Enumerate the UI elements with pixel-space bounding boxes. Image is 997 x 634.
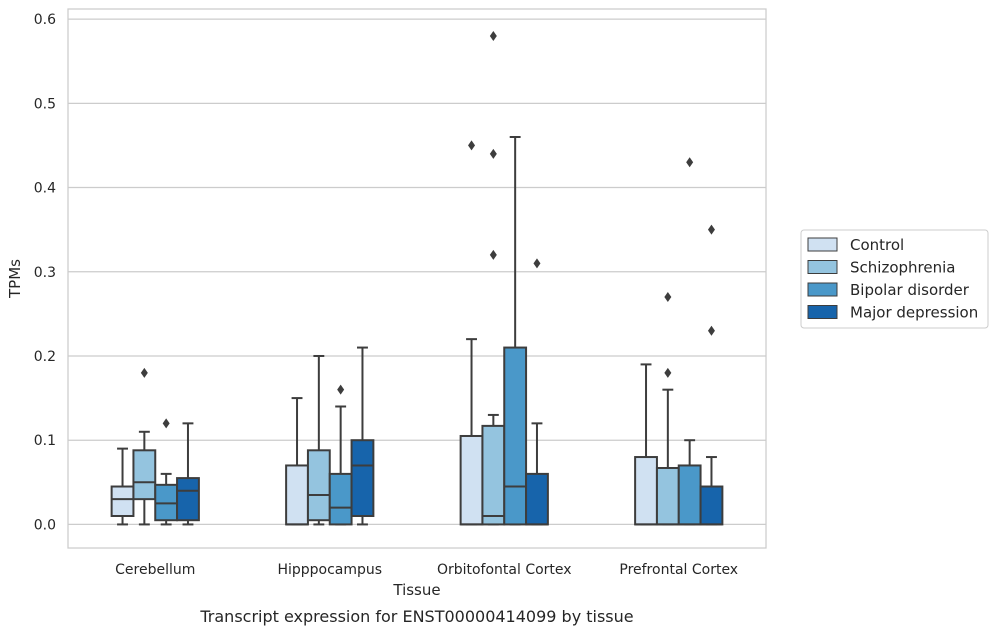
- box-major-depression: [350, 346, 375, 526]
- outlier-point: [140, 367, 148, 378]
- outlier-point: [489, 30, 497, 41]
- y-tick-label: 0.4: [34, 181, 56, 197]
- box-iqr: [132, 449, 157, 501]
- grid-lines: [68, 18, 766, 526]
- x-tick-label: Cerebellum: [115, 562, 195, 578]
- legend-swatch: [807, 237, 838, 252]
- box-iqr: [699, 485, 724, 526]
- y-tick-label: 0.5: [34, 96, 56, 112]
- box-schizophrenia: [655, 292, 680, 526]
- legend-swatch: [807, 260, 838, 274]
- box-iqr: [677, 464, 702, 526]
- y-tick-label: 0.0: [34, 517, 56, 533]
- box-schizophrenia: [481, 30, 506, 526]
- plot-frame: [67, 8, 767, 549]
- box-schizophrenia: [132, 367, 157, 526]
- legend-label: Major depression: [850, 304, 978, 322]
- outlier-point: [664, 292, 672, 303]
- legend-swatch: [807, 282, 838, 297]
- legend-label: Schizophrenia: [850, 259, 955, 277]
- outlier-point: [162, 418, 170, 429]
- box-plots: [110, 30, 724, 526]
- box-iqr: [503, 346, 528, 526]
- box-iqr: [634, 456, 658, 526]
- outlier-point: [337, 384, 345, 395]
- box-iqr: [655, 466, 680, 526]
- x-tick-label: Hipppocampus: [277, 562, 382, 578]
- box-schizophrenia: [306, 354, 331, 526]
- outlier-point: [707, 224, 715, 235]
- outlier-point: [489, 249, 497, 260]
- legend-label: Control: [850, 236, 904, 254]
- box-iqr: [481, 424, 506, 526]
- y-axis-ticks: 0.0 0.1 0.2 0.3 0.4 0.5 0.6: [34, 12, 56, 533]
- y-tick-label: 0.1: [34, 433, 56, 449]
- x-axis-ticks: Cerebellum Hipppocampus Orbitofontal Corte…: [115, 562, 738, 578]
- box-bipolar-disorder: [503, 136, 528, 526]
- box-major-depression: [176, 422, 200, 526]
- box-iqr: [285, 464, 309, 526]
- box-control: [634, 363, 658, 526]
- box-major-depression: [699, 224, 724, 526]
- y-tick-label: 0.6: [34, 12, 56, 28]
- box-major-depression: [525, 258, 549, 526]
- box-iqr: [176, 477, 200, 522]
- box-iqr: [525, 472, 549, 526]
- chart-caption: Transcript expression for ENST0000041409…: [199, 607, 633, 626]
- outlier-point: [468, 140, 476, 151]
- outlier-point: [489, 148, 497, 159]
- box-bipolar-disorder: [328, 384, 353, 526]
- legend-frame: [800, 229, 989, 329]
- box-iqr: [306, 449, 331, 522]
- box-iqr: [459, 434, 484, 526]
- outlier-point: [533, 258, 541, 269]
- box-bipolar-disorder: [154, 418, 179, 526]
- y-axis-label: TPMs: [6, 259, 24, 299]
- y-tick-label: 0.2: [34, 349, 56, 365]
- legend: Control Schizophrenia Bipolar disorder Majo…: [800, 229, 989, 329]
- outlier-point: [664, 367, 672, 378]
- box-control: [110, 447, 135, 526]
- legend-label: Bipolar disorder: [850, 281, 970, 299]
- x-tick-label: Orbitofontal Cortex: [437, 562, 572, 578]
- outlier-point: [707, 325, 715, 336]
- box-iqr: [350, 439, 375, 517]
- legend-swatch: [807, 305, 838, 319]
- x-axis-label: Tissue: [392, 581, 440, 599]
- box-iqr: [110, 485, 135, 517]
- y-tick-label: 0.3: [34, 265, 56, 281]
- box-control: [459, 140, 484, 526]
- box-bipolar-disorder: [677, 157, 702, 526]
- box-control: [285, 397, 309, 526]
- outlier-point: [686, 157, 694, 168]
- box-iqr: [328, 472, 353, 526]
- x-tick-label: Prefrontal Cortex: [619, 562, 738, 578]
